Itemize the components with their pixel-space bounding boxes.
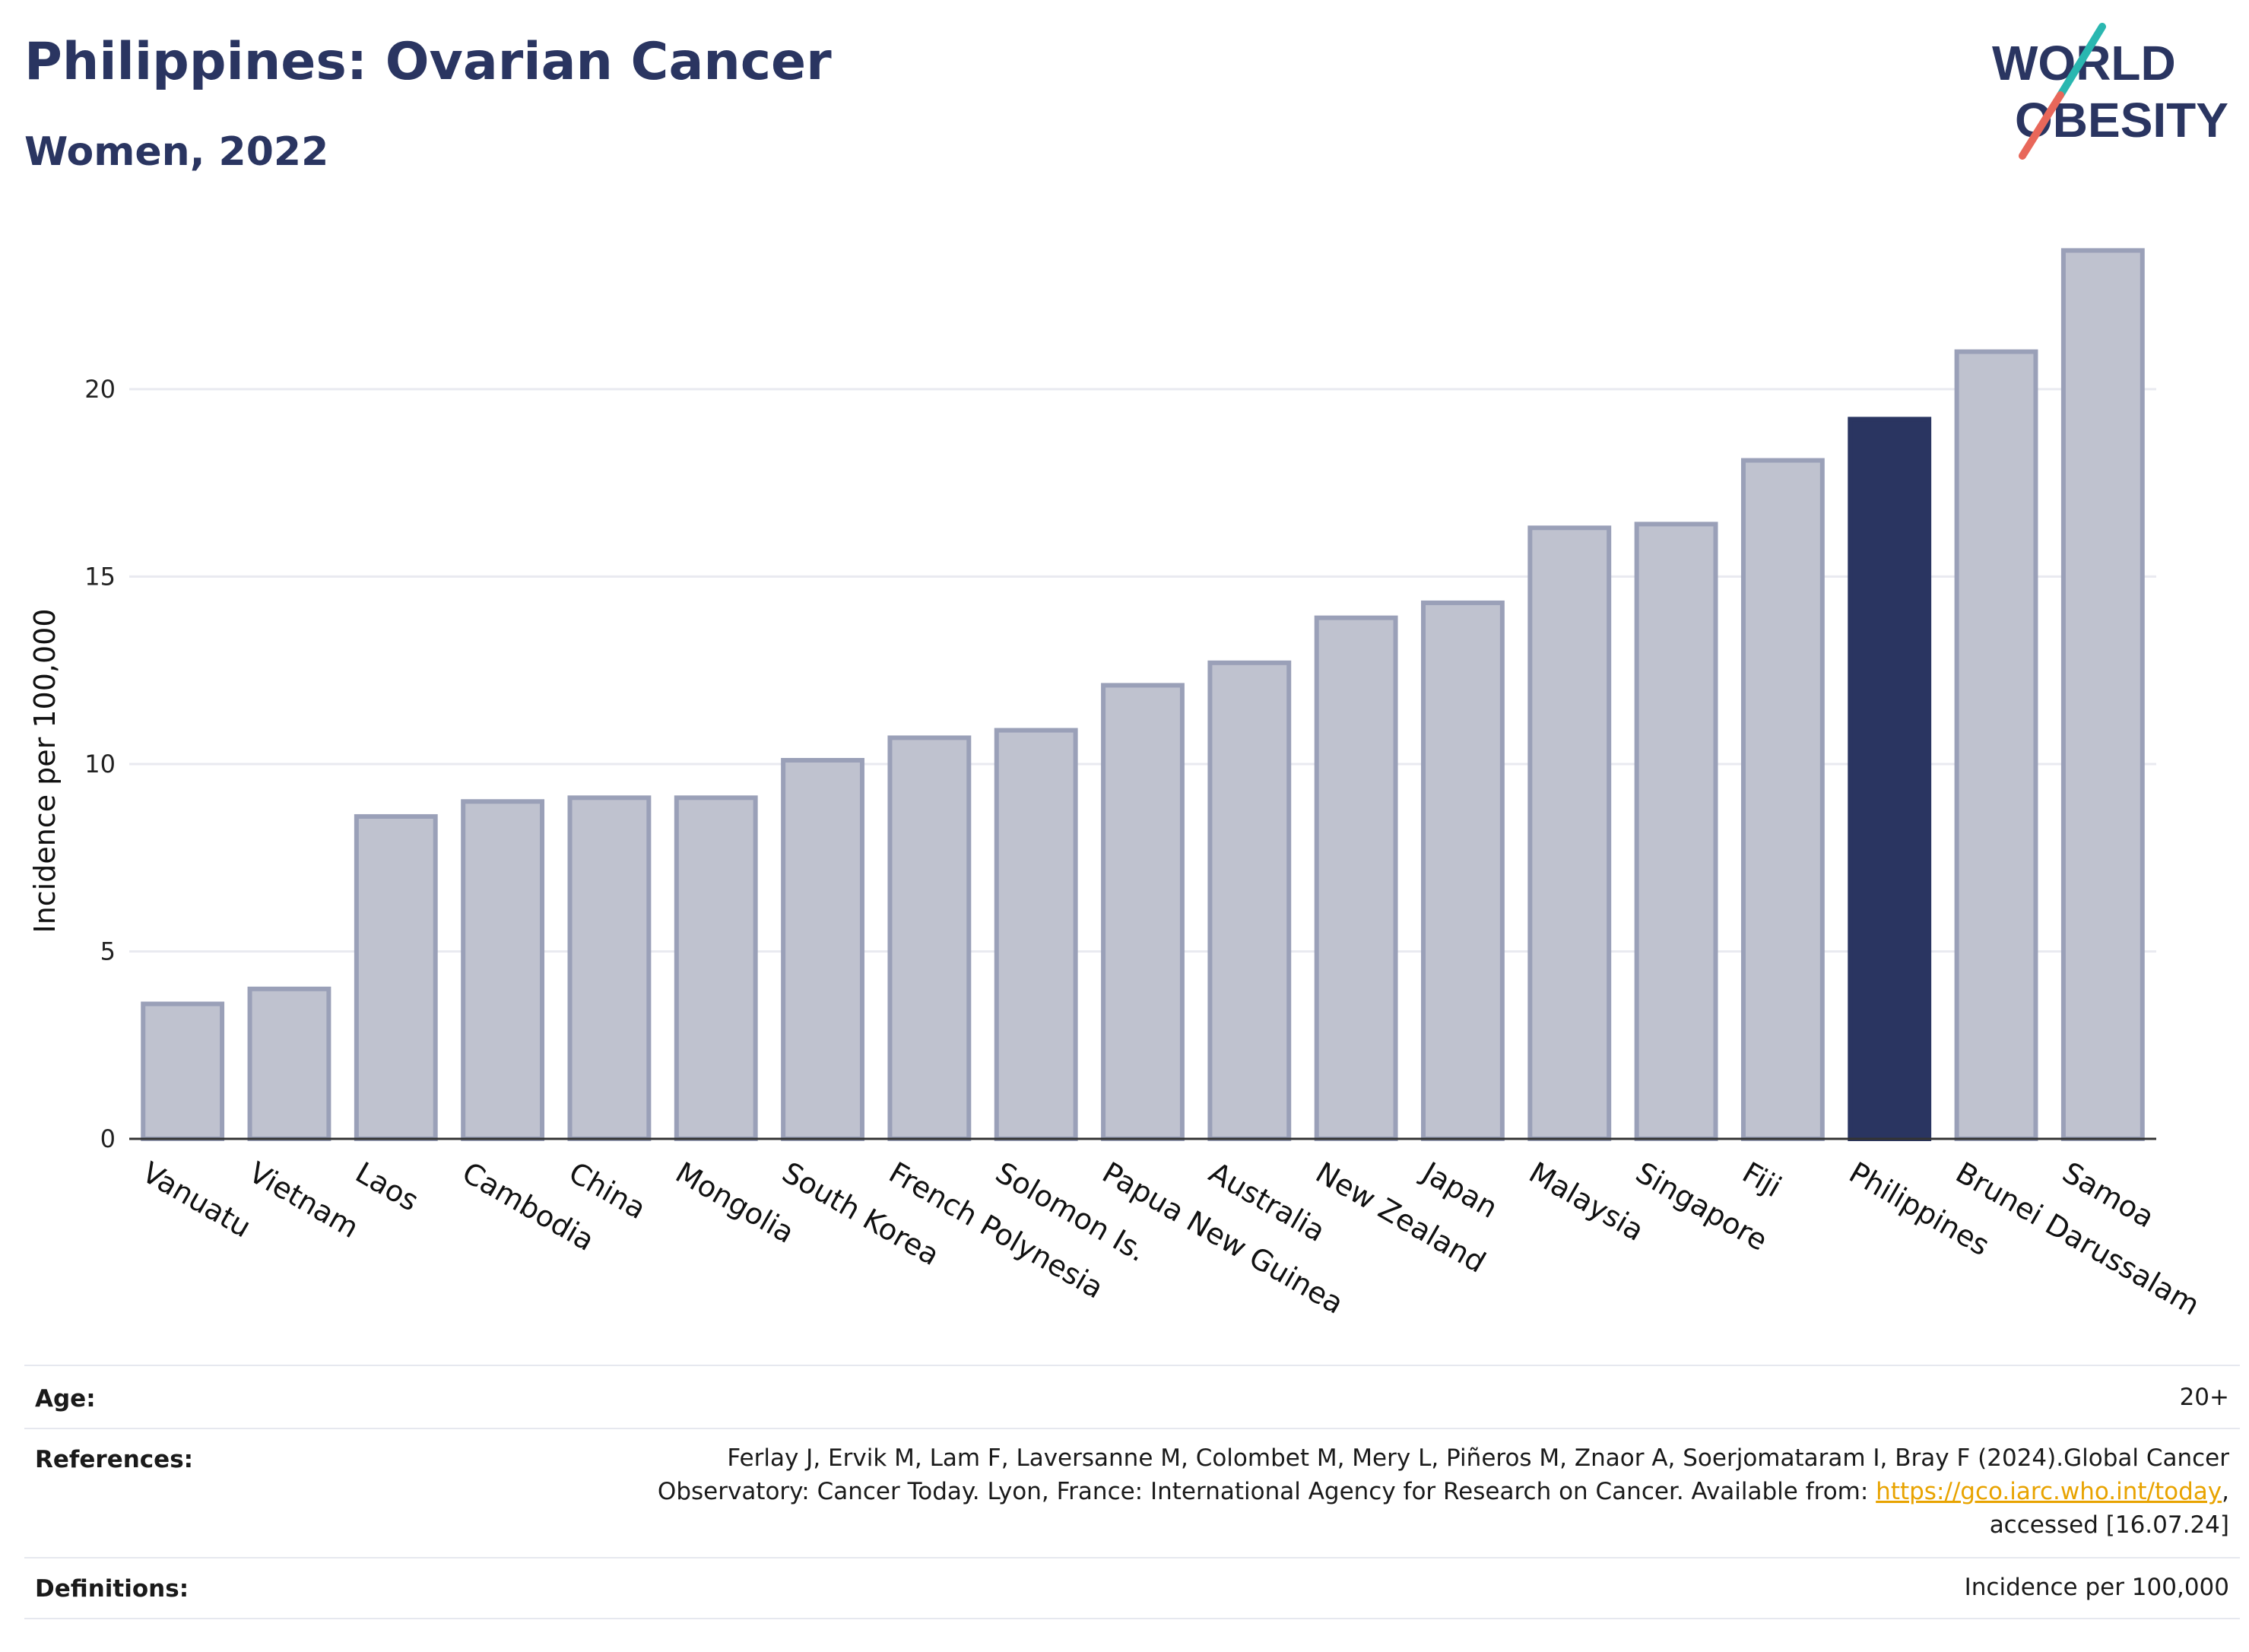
bar-laos (354, 813, 438, 1142)
y-axis-label: Incidence per 100,000 (28, 608, 62, 933)
world-obesity-logo: WORLD OBESITY (1992, 23, 2228, 160)
definitions-value: Incidence per 100,000 (1964, 1574, 2229, 1601)
age-value: 20+ (2179, 1384, 2229, 1411)
x-tick-label: Vanuatu (137, 1156, 257, 1244)
bar-papua-new-guinea (1101, 683, 1185, 1141)
references-link[interactable]: https://gco.iarc.who.int/today (1876, 1478, 2222, 1505)
divider (24, 1618, 2240, 1619)
bar-japan (1421, 600, 1505, 1141)
bar-brunei-darussalam (1954, 349, 2038, 1142)
references-line2: Observatory: Cancer Today. Lyon, France:… (658, 1475, 2229, 1508)
divider (24, 1428, 2240, 1429)
logo-slash-top (2057, 23, 2106, 99)
bar-samoa (2060, 248, 2145, 1141)
bar-malaysia (1527, 525, 1612, 1141)
bar-solomon-is (994, 728, 1078, 1141)
bar-mongolia (674, 795, 758, 1142)
bar-china (567, 795, 652, 1142)
bar-south-korea (781, 758, 864, 1142)
references-label: References: (35, 1446, 194, 1473)
x-tick-label: Laos (350, 1156, 424, 1218)
bar-fiji (1740, 458, 1825, 1141)
bar-vietnam (247, 986, 331, 1141)
bar-vanuatu (141, 1001, 225, 1141)
y-tick-label: 5 (100, 937, 116, 966)
y-tick-label: 10 (84, 750, 116, 778)
y-axis-ticks: 0 5 10 15 20 (84, 375, 116, 1153)
x-tick-label: Malaysia (1524, 1156, 1650, 1248)
logo-line2: OBESITY (2015, 93, 2228, 147)
y-tick-label: 20 (84, 375, 116, 404)
logo-slash-bottom (2019, 91, 2064, 160)
divider (24, 1365, 2240, 1366)
divider (24, 1557, 2240, 1558)
bar-cambodia (461, 799, 545, 1141)
bar-philippines (1848, 417, 1932, 1141)
bar-new-zealand (1314, 615, 1398, 1141)
references-line2-text: Observatory: Cancer Today. Lyon, France:… (657, 1478, 1876, 1505)
definitions-label: Definitions: (35, 1575, 189, 1603)
references-line1: Ferlay J, Ervik M, Lam F, Laversanne M, … (727, 1444, 2229, 1472)
references-line3: accessed [16.07.24] (1989, 1511, 2229, 1539)
x-tick-label: Vietnam (243, 1156, 364, 1245)
x-tick-label: Mongolia (670, 1156, 800, 1250)
page-title: Philippines: Ovarian Cancer (24, 32, 832, 92)
age-label: Age: (35, 1385, 96, 1413)
y-tick-label: 0 (100, 1124, 116, 1153)
references-line2-end: , (2222, 1478, 2229, 1505)
chart-bars (141, 248, 2145, 1142)
x-tick-label: Fiji (1737, 1156, 1787, 1203)
y-tick-label: 15 (84, 562, 116, 591)
bar-australia (1207, 660, 1292, 1141)
page-subtitle: Women, 2022 (24, 129, 329, 175)
bar-singapore (1634, 522, 1718, 1141)
bar-french-polynesia (887, 735, 972, 1141)
references-value: Ferlay J, Ervik M, Lam F, Laversanne M, … (658, 1441, 2229, 1542)
